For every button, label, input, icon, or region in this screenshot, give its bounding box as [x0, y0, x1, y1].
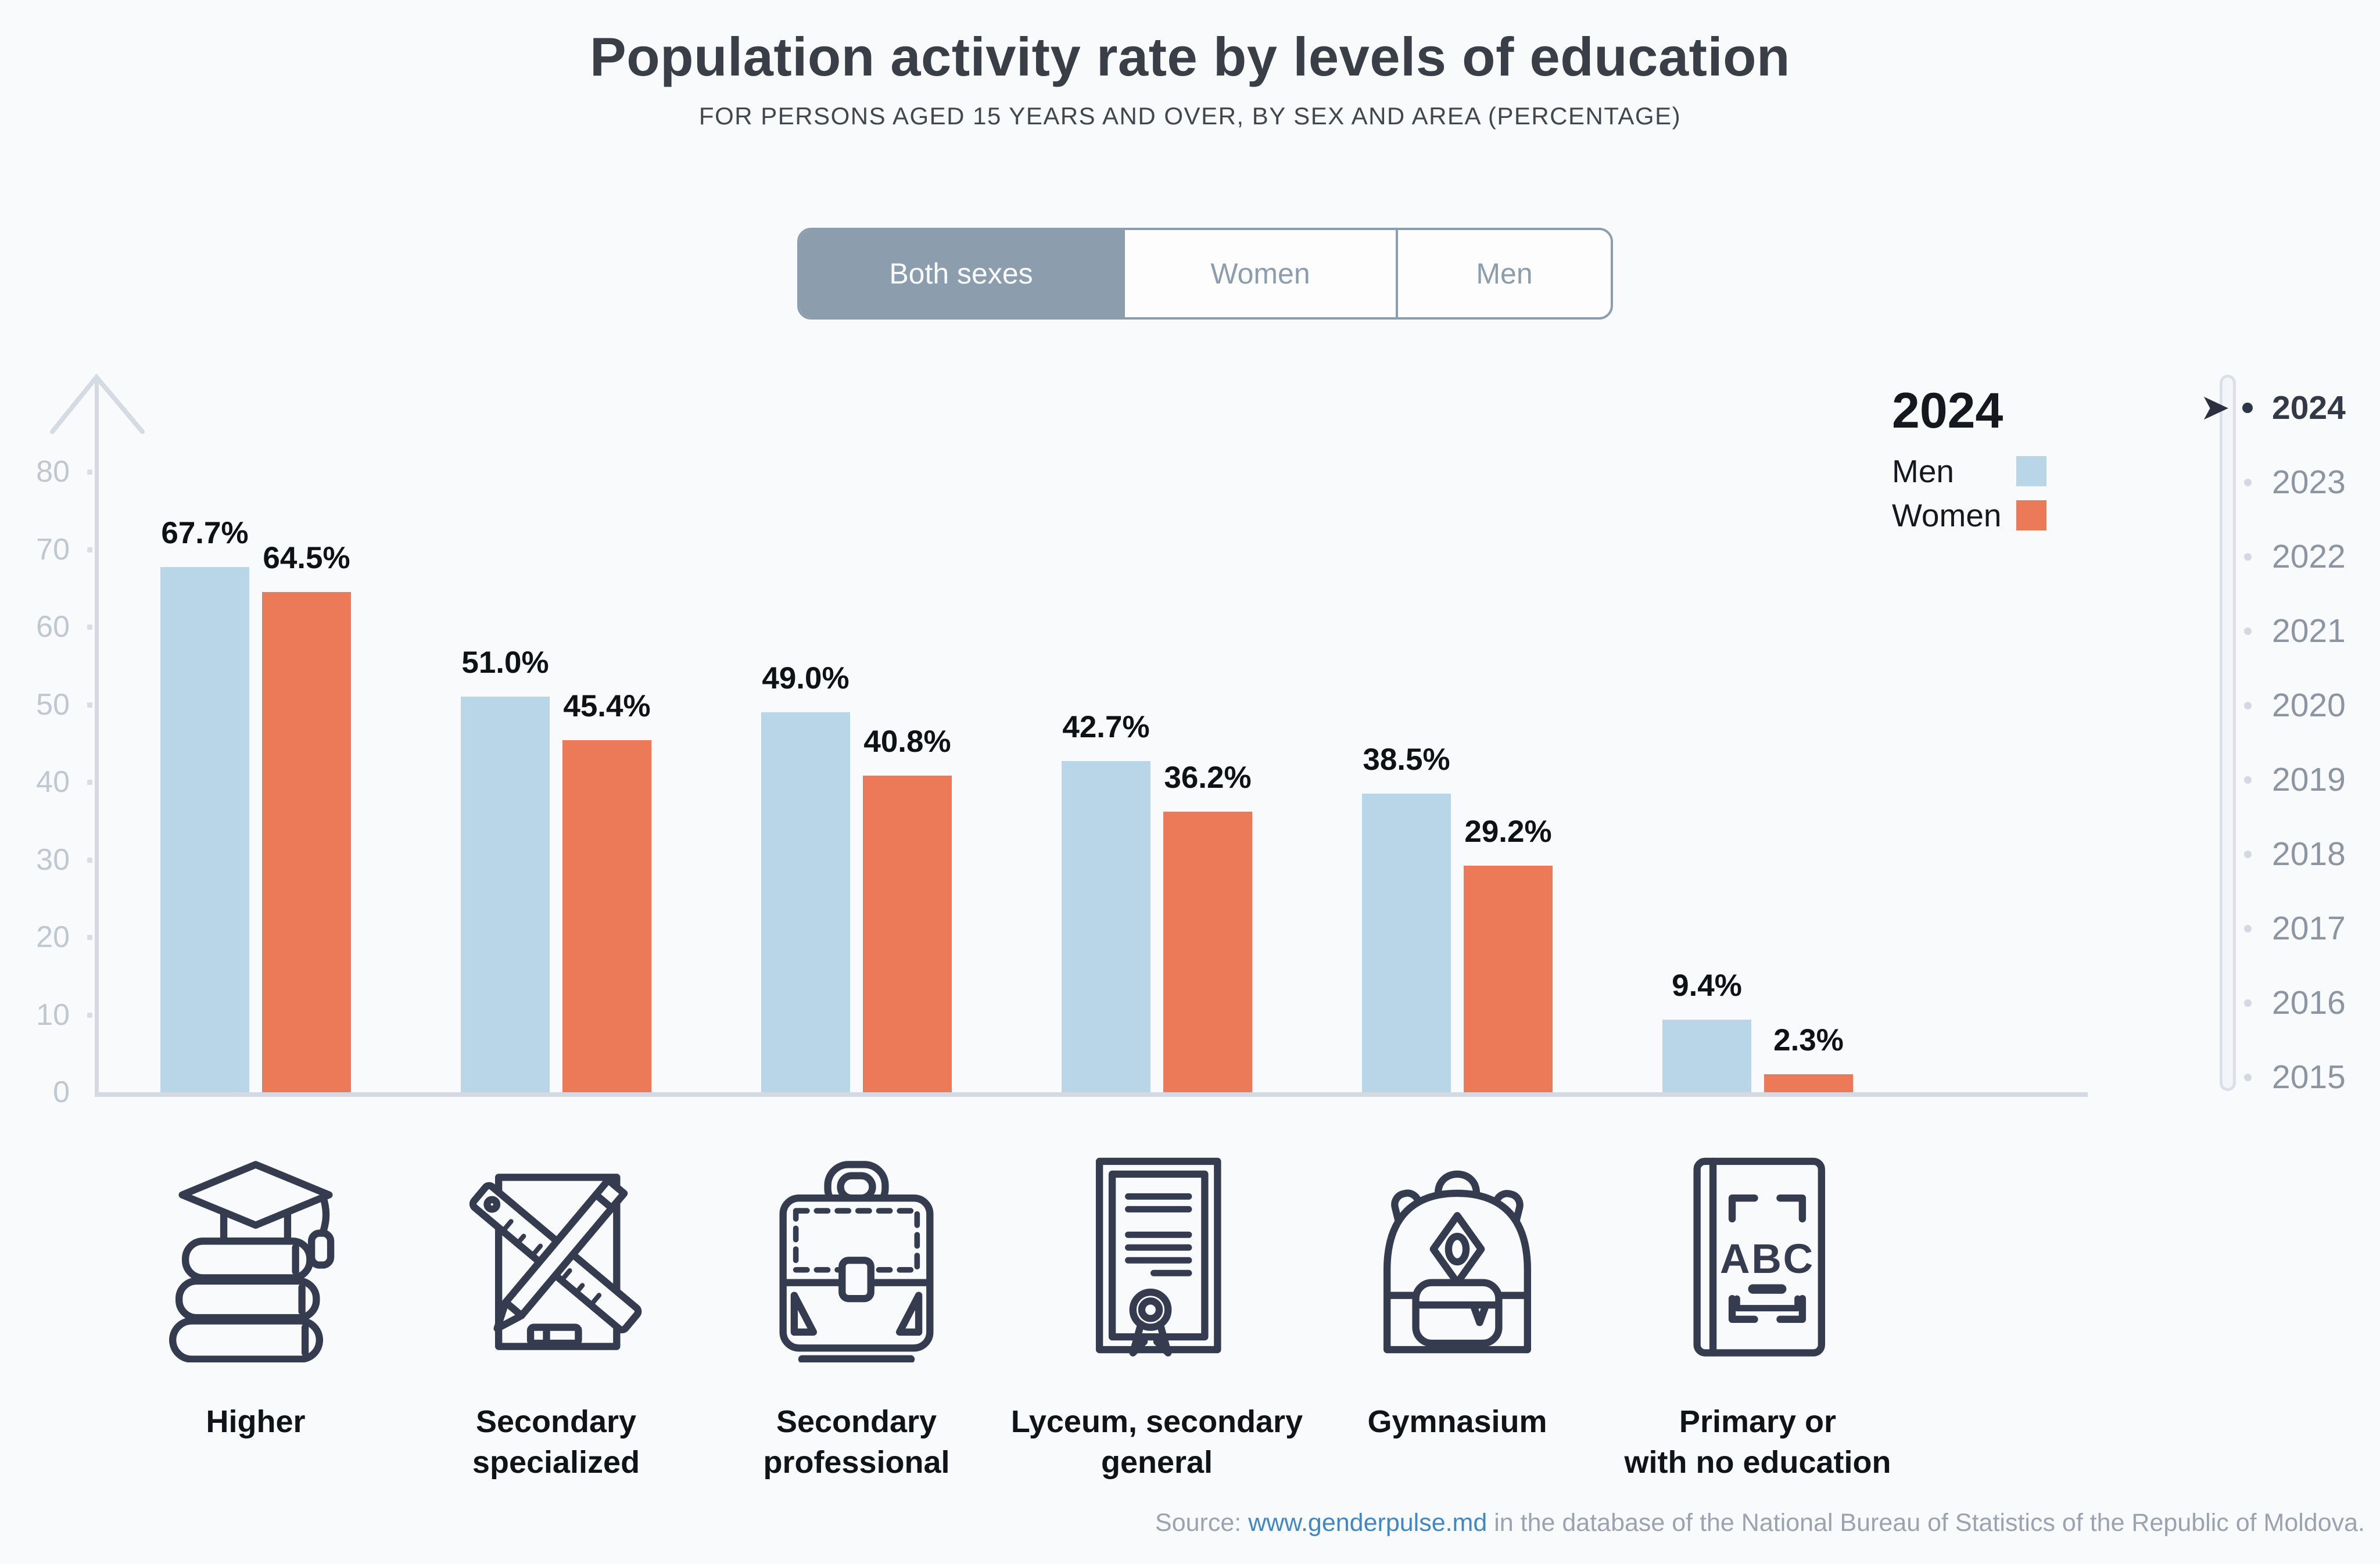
category-label: Lyceum, secondary general [1010, 1404, 1303, 1480]
page-title: Population activity rate by levels of ed… [590, 26, 1790, 87]
y-axis-arrow-icon [50, 373, 145, 434]
timeline-year-2024[interactable]: 2024 [2272, 389, 2346, 426]
abc-book-icon: ABC [1693, 1157, 1826, 1357]
legend-swatch-women [2016, 500, 2046, 530]
timeline-cursor-icon[interactable]: ➤ [2200, 388, 2230, 428]
bar-value-label: 2.3% [1773, 1023, 1844, 1057]
y-axis-tick-label: 80 [36, 455, 70, 489]
timeline-dot-2016[interactable] [2243, 999, 2252, 1007]
y-axis-tick-mark [87, 625, 92, 630]
bar-women-3[interactable] [1163, 812, 1252, 1092]
timeline-dot-2021[interactable] [2243, 627, 2252, 635]
y-axis-tick-label: 20 [36, 920, 70, 954]
tab-women[interactable]: Women [1123, 230, 1396, 317]
y-axis-tick-label: 30 [36, 842, 70, 877]
books-graduation-cap-icon [169, 1161, 335, 1362]
bar-women-2[interactable] [863, 776, 952, 1092]
bar-men-3[interactable] [1062, 761, 1150, 1092]
bar-value-label: 51.0% [461, 645, 549, 680]
year-timeline-track[interactable] [2220, 375, 2236, 1091]
page-subtitle: FOR PERSONS AGED 15 YEARS AND OVER, BY S… [698, 102, 1682, 130]
y-axis-tick-mark [87, 1012, 92, 1018]
timeline-year-2021[interactable]: 2021 [2272, 612, 2346, 650]
y-axis-tick-mark [87, 935, 92, 940]
abc-text: ABC [1720, 1236, 1815, 1282]
timeline-dot-2020[interactable] [2243, 701, 2252, 709]
timeline-year-2019[interactable]: 2019 [2272, 761, 2346, 798]
tab-men[interactable]: Men [1396, 230, 1611, 317]
bar-women-0[interactable] [262, 592, 351, 1092]
category-label: Secondary professional [763, 1404, 950, 1480]
bar-men-1[interactable] [461, 697, 550, 1092]
x-axis-line [95, 1092, 2088, 1097]
bar-men-5[interactable] [1662, 1020, 1751, 1092]
legend-swatch-men [2016, 456, 2046, 486]
y-axis-tick-mark [87, 857, 92, 863]
bar-value-label: 64.5% [263, 541, 350, 575]
legend-entry-men: Men [1892, 453, 2046, 489]
legend-label: Men [1892, 453, 1954, 489]
source-prefix: Source: [1155, 1509, 1249, 1537]
bar-value-label: 40.8% [863, 724, 951, 759]
category-label: Higher [206, 1404, 306, 1439]
briefcase-icon [779, 1161, 934, 1362]
timeline-year-2023[interactable]: 2023 [2272, 464, 2346, 501]
ruler-pencil-icon [469, 1174, 642, 1350]
y-axis-line [95, 379, 99, 1097]
bar-women-4[interactable] [1464, 866, 1553, 1092]
certificate-icon [1095, 1157, 1221, 1357]
tab-both-sexes[interactable]: Both sexes [800, 230, 1123, 317]
category-label: Primary or with no education [1624, 1404, 1891, 1480]
bar-value-label: 36.2% [1164, 761, 1252, 795]
bar-value-label: 67.7% [161, 516, 249, 550]
timeline-dot-2019[interactable] [2243, 776, 2252, 784]
timeline-dot-2017[interactable] [2243, 924, 2252, 932]
timeline-dot-2024[interactable] [2242, 403, 2253, 413]
bar-value-label: 9.4% [1672, 968, 1742, 1003]
bar-value-label: 38.5% [1363, 742, 1450, 777]
y-axis-tick-mark [87, 469, 92, 475]
timeline-year-2018[interactable]: 2018 [2272, 835, 2346, 873]
source-note: Source: www.genderpulse.md in the databa… [1155, 1506, 2365, 1540]
sex-filter-tabs: Both sexes Women Men [797, 228, 1613, 320]
y-axis-tick-label: 0 [53, 1075, 70, 1109]
y-axis-tick-label: 50 [36, 687, 70, 722]
timeline-year-2017[interactable]: 2017 [2272, 910, 2346, 947]
legend: 2024 Men Women [1892, 386, 2046, 537]
bar-women-5[interactable] [1764, 1074, 1853, 1092]
legend-entry-women: Women [1892, 497, 2046, 533]
timeline-year-2015[interactable]: 2015 [2272, 1059, 2346, 1096]
timeline-dot-2022[interactable] [2243, 553, 2252, 561]
legend-year: 2024 [1892, 383, 2003, 439]
y-axis-tick-label: 10 [36, 998, 70, 1032]
bar-women-1[interactable] [562, 740, 651, 1092]
category-label: Secondary specialized [472, 1404, 640, 1480]
timeline-year-2020[interactable]: 2020 [2272, 687, 2346, 724]
timeline-dot-2023[interactable] [2243, 478, 2252, 486]
y-axis-tick-mark [87, 547, 92, 553]
timeline-year-2016[interactable]: 2016 [2272, 984, 2346, 1021]
y-axis-tick-label: 60 [36, 610, 70, 644]
bar-value-label: 45.4% [563, 689, 651, 723]
y-axis-tick-mark [87, 780, 92, 785]
source-suffix: in the database of the National Bureau o… [1487, 1509, 2365, 1537]
bar-men-0[interactable] [160, 567, 249, 1092]
source-link[interactable]: www.genderpulse.md [1248, 1509, 1488, 1537]
bar-value-label: 49.0% [762, 661, 850, 695]
legend-label: Women [1892, 497, 2002, 533]
bar-men-2[interactable] [761, 712, 850, 1092]
bar-value-label: 29.2% [1464, 815, 1552, 849]
timeline-dot-2018[interactable] [2243, 850, 2252, 858]
timeline-dot-2015[interactable] [2243, 1073, 2252, 1081]
timeline-year-2022[interactable]: 2022 [2272, 538, 2346, 575]
y-axis-tick-mark [87, 702, 92, 708]
bar-value-label: 42.7% [1062, 710, 1150, 744]
bar-men-4[interactable] [1362, 794, 1451, 1092]
y-axis-tick-label: 70 [36, 532, 70, 566]
backpack-icon [1383, 1170, 1532, 1354]
category-label: Gymnasium [1367, 1404, 1547, 1439]
y-axis-tick-label: 40 [36, 765, 70, 799]
